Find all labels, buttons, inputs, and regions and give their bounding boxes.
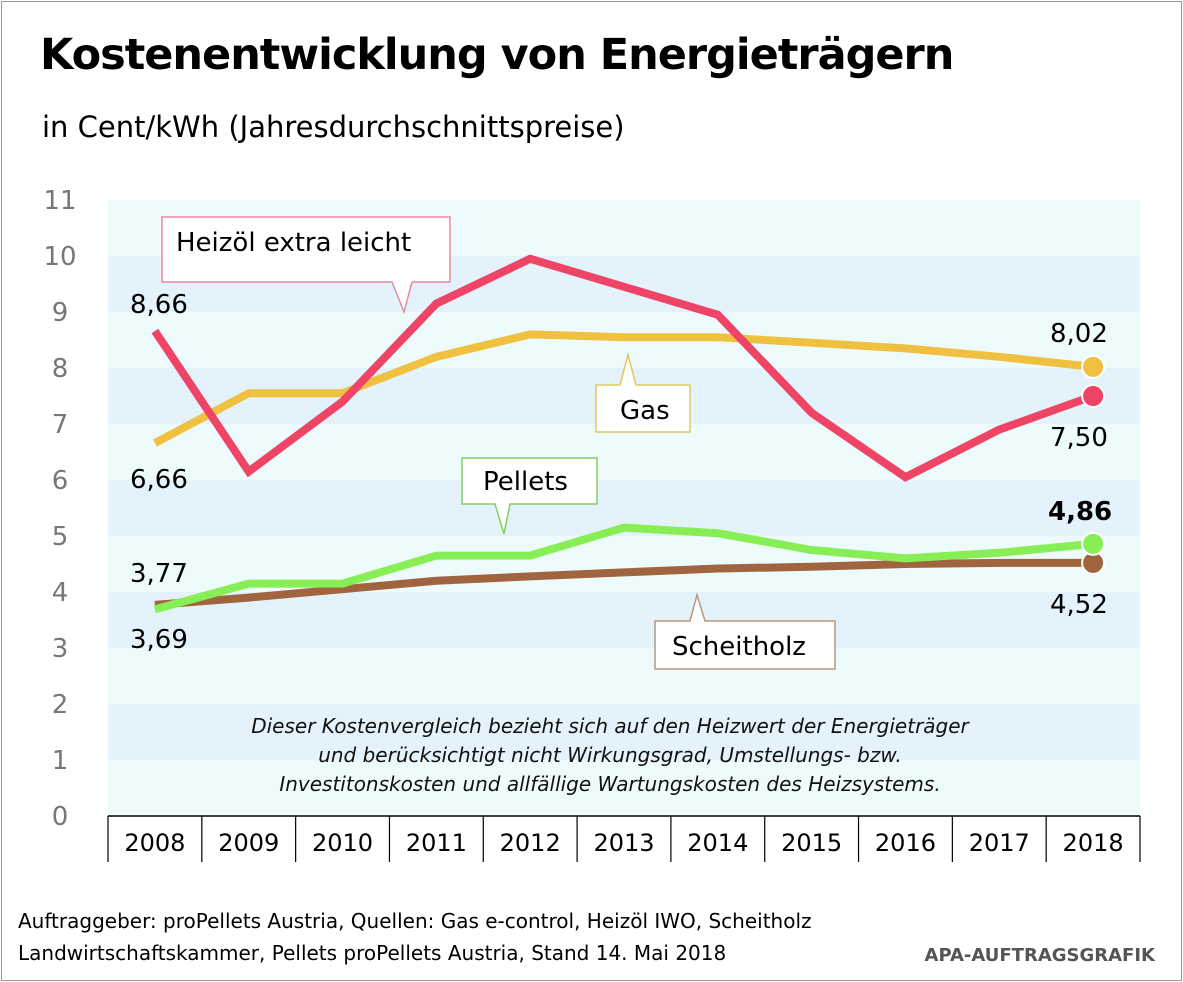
grid-band xyxy=(108,648,1140,704)
legend-callout-scheitholz: Scheitholz xyxy=(654,592,836,670)
x-tick-label: 2012 xyxy=(500,829,561,857)
x-tick-label: 2011 xyxy=(406,829,467,857)
series-line-scheitholz xyxy=(154,558,1094,609)
x-axis-band xyxy=(108,816,1140,862)
y-tick-label: 4 xyxy=(52,578,69,608)
y-tick-label: 3 xyxy=(52,634,69,664)
x-tick-label: 2010 xyxy=(312,829,373,857)
y-tick-label: 11 xyxy=(43,186,76,216)
chart-title: Kostenentwicklung von Energieträgern xyxy=(40,30,954,80)
grid-band xyxy=(108,704,1140,760)
legend-scheitholz: Scheitholz xyxy=(672,632,806,662)
x-tick-label: 2015 xyxy=(781,829,842,857)
y-tick-label: 2 xyxy=(52,690,69,720)
source-text: Auftraggeber: proPellets Austria, Quelle… xyxy=(18,905,812,969)
label-pellets-end: 4,86 xyxy=(1048,497,1112,527)
label-pellets-start: 3,69 xyxy=(130,625,188,655)
series-end-point xyxy=(1081,384,1106,408)
legend-callout-heizoel: Heizöl extra leicht xyxy=(161,216,451,315)
y-tick-label: 10 xyxy=(43,242,76,272)
x-tick-label: 2013 xyxy=(593,829,654,857)
legend-gas: Gas xyxy=(620,396,670,426)
legend-pellets: Pellets xyxy=(483,467,568,497)
y-tick-label: 5 xyxy=(52,522,69,552)
credit-logo: APA-AUFTRAGSGRAFIK xyxy=(924,945,1155,966)
grid-band xyxy=(108,760,1140,816)
label-heizoel-end: 7,50 xyxy=(1050,423,1108,453)
y-tick-label: 1 xyxy=(52,746,69,776)
x-tick-label: 2016 xyxy=(875,829,936,857)
legend-callout-gas: Gas xyxy=(595,352,691,433)
label-heizoel-start: 8,66 xyxy=(130,290,188,320)
x-tick-label: 2009 xyxy=(218,829,279,857)
series-line-pellets xyxy=(153,523,1094,614)
series-line-gas xyxy=(153,330,1094,447)
y-tick-label: 9 xyxy=(52,298,69,328)
label-scheitholz-end: 4,52 xyxy=(1050,590,1108,620)
source-line: Auftraggeber: proPellets Austria, Quelle… xyxy=(18,909,812,933)
y-tick-label: 0 xyxy=(52,802,69,832)
chart-subtitle: in Cent/kWh (Jahresdurchschnittspreise) xyxy=(42,110,625,144)
source-line: Landwirtschaftskammer, Pellets proPellet… xyxy=(18,941,727,965)
series-end-point xyxy=(1081,531,1106,556)
x-tick-label: 2017 xyxy=(969,829,1030,857)
grid-band xyxy=(108,592,1140,648)
y-tick-label: 7 xyxy=(52,410,69,440)
x-tick-label: 2018 xyxy=(1063,829,1124,857)
series-end-point xyxy=(1081,354,1106,379)
y-tick-label: 8 xyxy=(52,354,69,384)
legend-heizoel: Heizöl extra leicht xyxy=(176,228,411,258)
label-gas-end: 8,02 xyxy=(1050,319,1108,349)
note-line: Investitonskosten und allfällige Wartung… xyxy=(279,772,941,796)
y-tick-label: 6 xyxy=(52,466,69,496)
series-line-heiz-l-extra-leicht xyxy=(151,254,1095,482)
note-line: und berücksichtigt nicht Wirkungsgrad, U… xyxy=(318,743,902,767)
x-tick-label: 2008 xyxy=(124,829,185,857)
note-line: Dieser Kostenvergleich bezieht sich auf … xyxy=(251,714,969,738)
x-tick-label: 2014 xyxy=(687,829,748,857)
label-scheitholz-start: 3,77 xyxy=(130,559,188,589)
chart-note: Dieser Kostenvergleich bezieht sich auf … xyxy=(200,712,1020,799)
legend-callout-pellets: Pellets xyxy=(461,457,598,535)
label-gas-start: 6,66 xyxy=(130,465,188,495)
